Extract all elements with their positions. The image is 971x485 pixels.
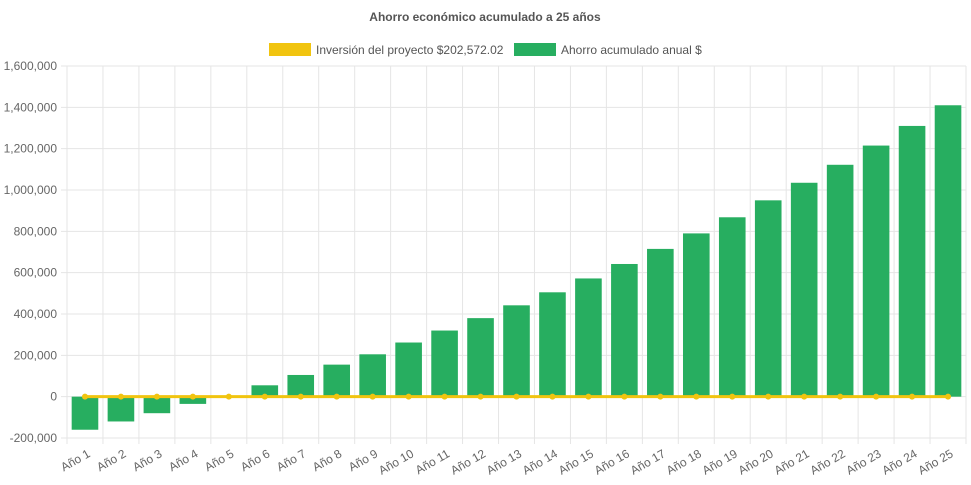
bar[interactable] [898, 125, 926, 397]
y-tick-label: 0 [50, 390, 57, 404]
bar[interactable] [251, 385, 279, 397]
x-tick-label: Año 19 [700, 446, 740, 477]
investment-point[interactable] [225, 393, 232, 400]
investment-point[interactable] [297, 393, 304, 400]
bar[interactable] [107, 396, 135, 422]
investment-point[interactable] [333, 393, 340, 400]
bar[interactable] [359, 354, 386, 397]
x-tick-label: Año 8 [310, 446, 344, 474]
investment-point[interactable] [261, 393, 268, 400]
legend-label-savings[interactable]: Ahorro acumulado anual $ [561, 43, 702, 57]
bar[interactable] [790, 182, 818, 397]
y-tick-label: 1,400,000 [4, 100, 58, 114]
legend: Inversión del proyecto $202,572.02 Ahorr… [269, 43, 702, 57]
x-tick-label: Año 18 [664, 446, 704, 477]
bar[interactable] [287, 374, 315, 397]
y-tick-label: 800,000 [14, 224, 58, 238]
investment-point[interactable] [153, 393, 160, 400]
investment-point[interactable] [549, 393, 556, 400]
bar[interactable] [575, 278, 602, 397]
bar[interactable] [682, 233, 710, 397]
x-tick-label: Año 11 [413, 446, 452, 477]
investment-point[interactable] [729, 393, 736, 400]
investment-point[interactable] [405, 393, 412, 400]
investment-line [81, 393, 952, 400]
investment-point[interactable] [477, 393, 484, 400]
x-tick-label: Año 23 [844, 446, 884, 477]
investment-point[interactable] [81, 393, 88, 400]
x-tick-label: Año 16 [592, 446, 632, 477]
bar[interactable] [718, 217, 746, 397]
y-tick-label: 400,000 [14, 307, 58, 321]
x-tick-label: Año 10 [376, 446, 416, 477]
bar[interactable] [754, 200, 782, 397]
legend-label-investment[interactable]: Inversión del proyecto $202,572.02 [316, 43, 504, 57]
investment-point[interactable] [657, 393, 664, 400]
x-tick-label: Año 14 [520, 446, 560, 477]
bar[interactable] [539, 292, 566, 397]
bar[interactable] [934, 105, 962, 397]
bar[interactable] [826, 164, 854, 397]
investment-point[interactable] [621, 393, 628, 400]
x-tick-label: Año 1 [58, 446, 92, 474]
bar[interactable] [71, 396, 99, 430]
bar[interactable] [467, 318, 494, 397]
y-tick-label: 1,600,000 [4, 59, 58, 73]
x-tick-label: Año 12 [448, 446, 488, 477]
x-tick-label: Año 17 [628, 446, 668, 477]
x-tick-label: Año 13 [484, 446, 524, 477]
investment-point[interactable] [801, 393, 808, 400]
bar[interactable] [647, 248, 674, 397]
y-tick-label: 600,000 [14, 266, 58, 280]
x-tick-label: Año 20 [736, 446, 776, 477]
investment-point[interactable] [585, 393, 592, 400]
x-tick-label: Año 2 [94, 446, 128, 474]
investment-point[interactable] [837, 393, 844, 400]
x-tick-label: Año 24 [880, 446, 920, 477]
bar[interactable] [179, 396, 207, 404]
chart-title: Ahorro económico acumulado a 25 años [369, 10, 601, 24]
grid [61, 65, 967, 444]
x-tick-label: Año 9 [346, 446, 380, 474]
bar[interactable] [611, 263, 638, 397]
bars [71, 105, 962, 430]
y-tick-label: 200,000 [14, 348, 58, 362]
y-tick-label: 1,000,000 [4, 183, 58, 197]
investment-point[interactable] [117, 393, 124, 400]
bar[interactable] [143, 396, 171, 414]
investment-point[interactable] [909, 393, 916, 400]
x-tick-label: Año 22 [808, 446, 848, 477]
legend-swatch-savings[interactable] [514, 43, 556, 56]
bar[interactable] [323, 364, 351, 397]
investment-point[interactable] [693, 393, 700, 400]
investment-point[interactable] [369, 393, 376, 400]
x-tick-label: Año 5 [202, 446, 236, 474]
investment-point[interactable] [945, 393, 952, 400]
x-tick-label: Año 21 [772, 446, 812, 477]
x-tick-label: Año 4 [166, 446, 200, 474]
investment-point[interactable] [189, 393, 196, 400]
x-tick-label: Año 25 [916, 446, 956, 477]
bar[interactable] [395, 342, 422, 397]
x-tick-label: Año 6 [238, 446, 272, 474]
investment-point[interactable] [513, 393, 520, 400]
bar[interactable] [862, 145, 890, 397]
legend-swatch-investment[interactable] [269, 43, 311, 56]
y-tick-label: 1,200,000 [4, 142, 58, 156]
x-tick-label: Año 7 [274, 446, 308, 474]
bar[interactable] [503, 305, 530, 397]
investment-point[interactable] [441, 393, 448, 400]
x-tick-label: Año 15 [556, 446, 596, 477]
y-axis-ticks: -200,000 0 200,000 400,000 600,000 800,000 1,0… [4, 59, 58, 445]
investment-point[interactable] [873, 393, 880, 400]
bar[interactable] [431, 330, 458, 397]
investment-point[interactable] [765, 393, 772, 400]
y-tick-label: -200,000 [10, 431, 58, 445]
x-tick-label: Año 3 [130, 446, 164, 474]
x-axis-ticks: Año 1 Año 2 Año 3 Año 4 Año 5 Año 6 Año 7 Año 8… [58, 446, 955, 477]
